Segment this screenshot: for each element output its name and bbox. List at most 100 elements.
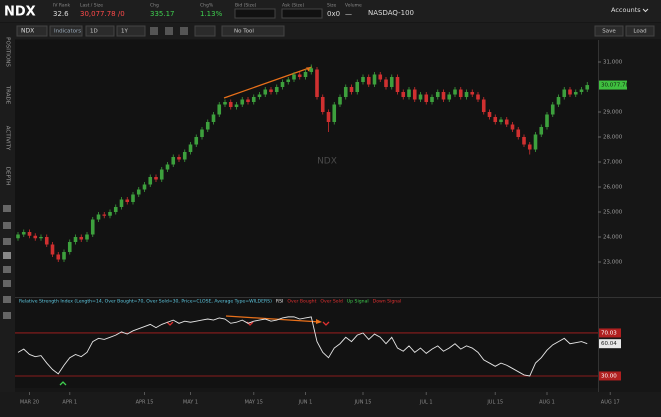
x-tick-label: MAY 15 (245, 400, 263, 406)
trend-arrow (225, 315, 321, 323)
candle-body (119, 199, 124, 207)
sidebar-icon[interactable] (3, 222, 11, 229)
field-value: 32.6 (53, 10, 69, 18)
load-label: Load (633, 29, 646, 35)
candle-body (27, 232, 32, 236)
indicators-button[interactable] (49, 25, 83, 37)
legend-entry: Down Signal (373, 299, 402, 305)
down-signal (166, 321, 174, 326)
candle-body (165, 164, 170, 170)
sidebar-tab[interactable]: TRADE (5, 85, 11, 105)
candle-body (539, 127, 544, 135)
candle-body (487, 112, 492, 117)
candle-body (412, 89, 417, 100)
price-panel (15, 40, 598, 297)
candle-body (108, 212, 112, 216)
candle-body (320, 97, 325, 112)
candle-body (401, 92, 406, 97)
candle-body (464, 92, 469, 97)
sidebar-tab[interactable]: DEPTH (5, 167, 11, 186)
sidebar-icon[interactable] (3, 238, 11, 245)
y-tick-label: 23,000 (603, 260, 623, 266)
candle-body (292, 74, 296, 80)
candle-body (211, 114, 216, 122)
symbol-box[interactable] (16, 25, 48, 37)
x-tick-label: AUG 17 (601, 400, 620, 406)
last-value-label: 60.04 (601, 341, 617, 347)
sidebar-tab[interactable]: POSITIONS (5, 37, 11, 67)
candle-body (481, 99, 486, 112)
aggregation-label: 1D (90, 29, 98, 35)
candle-body (240, 99, 245, 105)
sidebar-icon[interactable] (3, 252, 11, 259)
candle-body (56, 254, 61, 260)
candle-body (171, 157, 176, 165)
field-label: Chg% (200, 3, 214, 9)
tool-icon[interactable] (150, 27, 158, 35)
candle-body (269, 89, 273, 92)
tool-dropdown[interactable] (221, 25, 285, 37)
candle-body (545, 114, 549, 127)
candle-body (389, 77, 394, 87)
candle-body (188, 144, 193, 152)
candle-body (44, 237, 49, 245)
field-value: 0x0 (327, 10, 340, 18)
candle-body (424, 94, 429, 102)
candle-body (326, 112, 331, 122)
sidebar-icon[interactable] (3, 266, 11, 273)
candle-body (447, 94, 452, 100)
field-value: 1.13% (200, 10, 223, 18)
rsi-title: Relative Strength Index (Length=14, Over… (19, 299, 272, 305)
tool-icon[interactable] (165, 27, 173, 35)
candle-body (274, 87, 279, 92)
candle-body (332, 104, 337, 122)
sidebar-icon[interactable] (3, 205, 11, 212)
level-marker (599, 328, 621, 338)
x-tick-label: AUG 1 (539, 400, 555, 406)
trend-arrow (223, 66, 313, 99)
load-button[interactable] (625, 25, 655, 37)
style-dropdown[interactable] (194, 25, 216, 37)
candle-body (79, 237, 84, 240)
candle-body (73, 237, 78, 242)
x-tick-label: JUL 1 (419, 400, 433, 406)
y-tick-label: 70.03 (601, 330, 617, 336)
save-button[interactable] (594, 25, 624, 37)
legend-entry: Over Sold (320, 299, 343, 305)
timeframe-dropdown[interactable] (116, 25, 146, 37)
candle-body (441, 92, 446, 100)
y-tick-label: 30.00 (601, 373, 617, 379)
sidebar-tab[interactable]: ACTIVITY (5, 126, 11, 151)
candle-body (297, 74, 302, 77)
field-box (234, 8, 276, 19)
candle-body (435, 92, 440, 97)
accounts-menu[interactable]: Accounts (611, 6, 641, 14)
x-tick-label: JUL 15 (486, 400, 503, 406)
candle-body (50, 244, 55, 255)
sidebar-icon[interactable] (3, 280, 11, 287)
candle-body (556, 97, 561, 105)
x-tick-label: MAR 20 (20, 400, 39, 406)
candle-body (154, 177, 158, 180)
candle-body (228, 102, 233, 107)
x-tick-label: JUN 1 (298, 400, 313, 406)
candle-body (349, 87, 354, 92)
aggregation-dropdown[interactable] (85, 25, 115, 37)
candle-body (504, 119, 509, 125)
tool-icon[interactable] (180, 27, 188, 35)
candle-body (246, 99, 250, 102)
field-value: — (345, 10, 352, 18)
candle-body (182, 152, 187, 160)
candle-body (177, 157, 181, 160)
candle-body (418, 94, 423, 100)
candle-body (136, 189, 141, 195)
candle-body (453, 89, 457, 95)
sidebar-icon[interactable] (3, 312, 11, 319)
sidebar-icon[interactable] (3, 296, 11, 303)
candle-body (458, 89, 463, 97)
accounts-caret (642, 8, 649, 13)
candle-body (96, 214, 101, 220)
rsi-line (17, 316, 588, 377)
field-box (281, 8, 323, 19)
